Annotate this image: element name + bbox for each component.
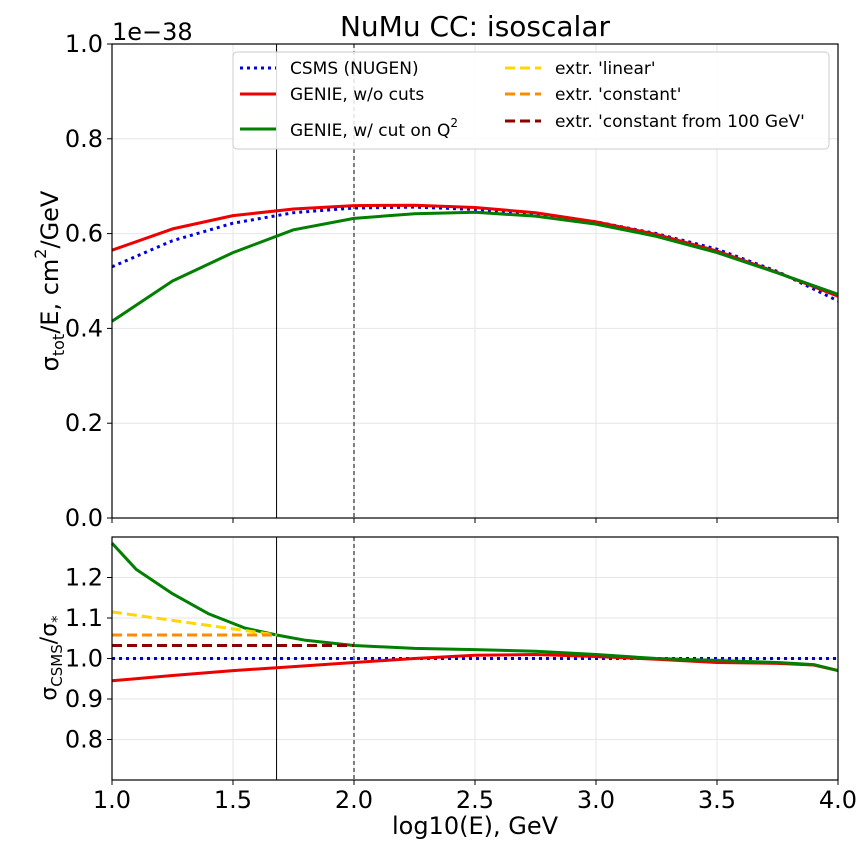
legend-label-genie-q2-cut-text: GENIE, w/ cut on Q — [290, 121, 450, 141]
top-ylabel-rest: /E, cm — [36, 259, 64, 334]
top-ylabel-sup: 2 — [31, 249, 50, 259]
top-offset-text: 1e−38 — [112, 18, 193, 46]
legend-label-extr-constant-100: extr. 'constant from 100 GeV' — [555, 112, 805, 132]
bot-y-tick-label-4: 1.2 — [65, 564, 103, 592]
top-x-ticks — [111, 518, 839, 523]
x-tick-label-3: 2.5 — [456, 786, 494, 814]
bottom-x-ticks: 1.0 1.5 2.0 2.5 3.0 3.5 4.0 — [93, 780, 857, 814]
bottom-y-ticks: 0.8 0.9 1.0 1.1 1.2 — [65, 564, 112, 754]
bottom-panel: 0.8 0.9 1.0 1.1 1.2 1.0 1.5 2.0 2.5 3.0 3.5 4.0 σC… — [37, 536, 857, 840]
chart-title: NuMu CC: isoscalar — [340, 10, 611, 43]
x-tick-label-1: 1.5 — [214, 786, 252, 814]
bot-y-tick-label-1: 0.9 — [65, 685, 103, 713]
bottom-series — [110, 542, 839, 683]
legend-label-csms: CSMS (NUGEN) — [290, 59, 419, 79]
legend-entry-extr-constant-100: extr. 'constant from 100 GeV' — [505, 112, 805, 132]
top-y-axis-label: σtot/E, cm2/GeV — [31, 190, 68, 371]
legend: CSMS (NUGEN) GENIE, w/o cuts GENIE, w/ c… — [232, 51, 830, 150]
top-y-tick-label-0: 0.0 — [65, 504, 103, 532]
top-y-tick-label-2: 0.4 — [65, 314, 103, 342]
top-y-tick-label-5: 1.0 — [65, 30, 103, 58]
bot-series-extr-linear — [111, 610, 277, 637]
bot-series-genie-w-cut-on-q — [110, 542, 839, 673]
top-ylabel-tail: /GeV — [36, 190, 64, 248]
top-ylabel-sub: tot — [49, 334, 68, 356]
bottom-ylabel-sub2: * — [48, 615, 66, 623]
x-tick-label-6: 4.0 — [819, 786, 857, 814]
top-panel: 0.00.20.40.60.81.0 1e−38 σtot/E, cm2/GeV… — [31, 18, 839, 532]
bottom-ylabel-rest: /σ — [37, 623, 62, 644]
bottom-ylabel-main: σ — [37, 687, 62, 701]
x-tick-label-0: 1.0 — [93, 786, 131, 814]
bot-y-tick-label-2: 1.0 — [65, 645, 103, 673]
bot-y-tick-label-3: 1.1 — [65, 604, 103, 632]
top-series-genie-w-cut-on-q — [111, 210, 839, 323]
legend-entry-extr-constant: extr. 'constant' — [505, 85, 681, 105]
bottom-vlines — [276, 537, 355, 780]
legend-entry-genie-no-cuts: GENIE, w/o cuts — [240, 85, 424, 105]
legend-box — [232, 51, 830, 150]
legend-label-extr-linear: extr. 'linear' — [555, 59, 656, 79]
bottom-ylabel-sub: CSMS — [48, 644, 66, 686]
top-ylabel-main: σ — [36, 356, 64, 371]
legend-label-genie-q2-cut: GENIE, w/ cut on Q2 — [290, 116, 458, 141]
legend-label-genie-no-cuts: GENIE, w/o cuts — [290, 85, 424, 105]
top-y-tick-label-4: 0.8 — [65, 125, 103, 153]
x-axis-label: log10(E), GeV — [392, 812, 559, 840]
x-tick-label-2: 2.0 — [335, 786, 373, 814]
legend-label-genie-q2-cut-sup: 2 — [450, 116, 458, 130]
x-tick-label-4: 3.0 — [577, 786, 615, 814]
legend-entry-genie-q2-cut: GENIE, w/ cut on Q2 — [240, 116, 458, 141]
top-y-tick-label-1: 0.2 — [65, 409, 103, 437]
legend-entry-extr-linear: extr. 'linear' — [505, 59, 656, 79]
top-series-csms-nugen — [111, 205, 839, 303]
top-y-tick-label-3: 0.6 — [65, 220, 103, 248]
bottom-y-axis-label: σCSMS/σ* — [37, 615, 66, 701]
top-series — [111, 203, 839, 323]
bot-y-tick-label-0: 0.8 — [65, 726, 103, 754]
legend-entry-csms: CSMS (NUGEN) — [240, 59, 419, 79]
x-tick-label-5: 3.5 — [698, 786, 736, 814]
legend-label-extr-constant: extr. 'constant' — [555, 85, 681, 105]
top-y-ticks: 0.0 0.2 0.4 0.6 0.8 1.0 — [65, 30, 112, 532]
